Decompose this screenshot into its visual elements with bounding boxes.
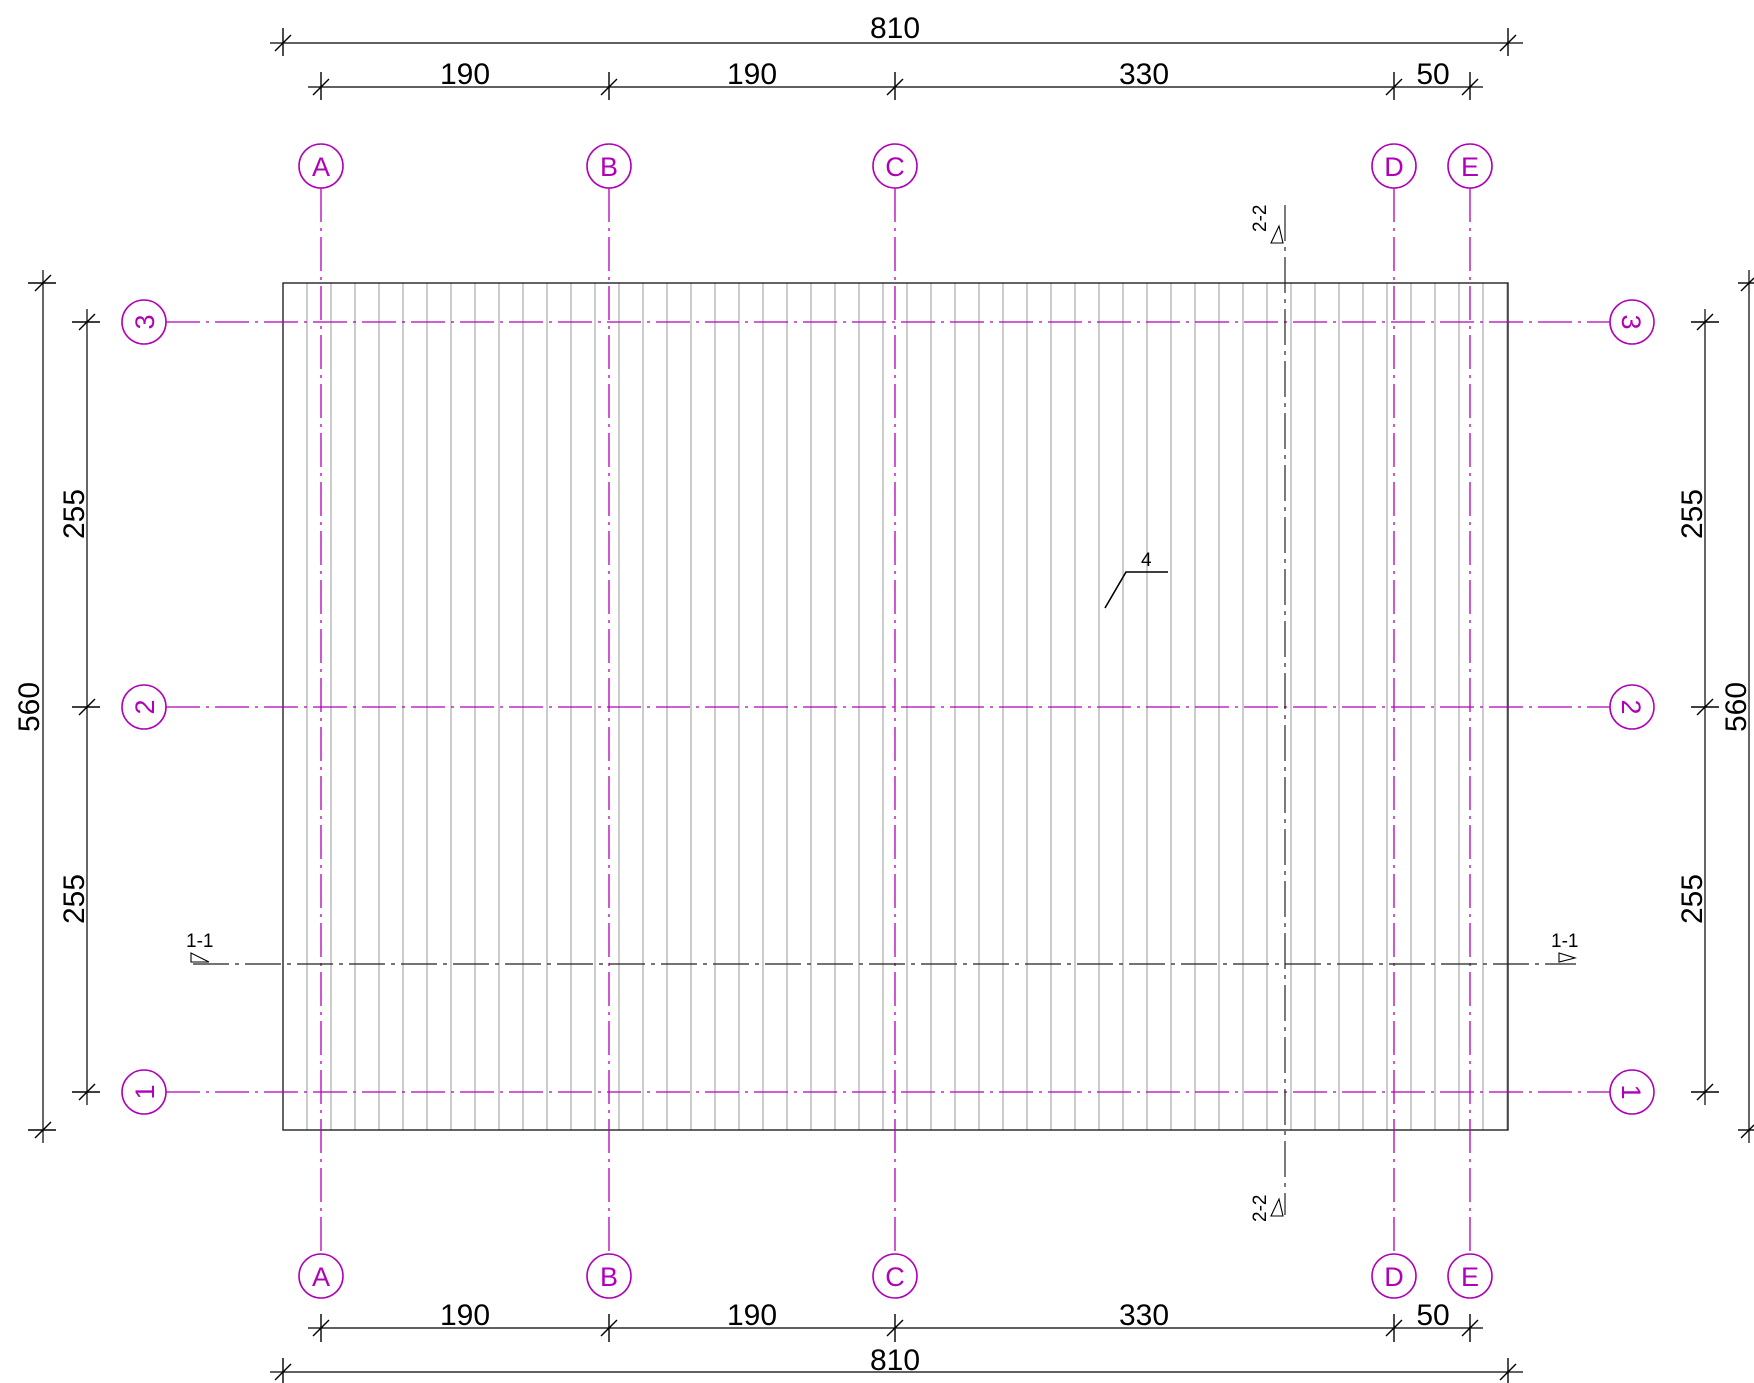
axis-bubble-2-right xyxy=(1609,684,1655,730)
left-segment-dim: 255 xyxy=(58,489,91,539)
dim-tick xyxy=(1740,1124,1754,1139)
bottom-segment-dim: 50 xyxy=(1416,1299,1449,1332)
section-marker-2-2-bottom: 2-2 xyxy=(1250,1195,1284,1222)
dim-tick xyxy=(1696,698,1714,716)
axis-label-e-bottom: E xyxy=(1461,1262,1479,1292)
dim-tick xyxy=(1461,1319,1479,1337)
axis-label-b-top: B xyxy=(600,152,618,182)
axis-label-a-bottom: A xyxy=(312,1262,330,1292)
dim-tick xyxy=(78,1083,96,1101)
dim-tick xyxy=(886,1319,904,1337)
axis-label-e-top: E xyxy=(1461,152,1479,182)
section-arrow-icon xyxy=(190,952,210,963)
column-axis-lines xyxy=(320,188,1471,1252)
section-label-2-2-top: 2-2 xyxy=(1250,205,1271,232)
section-arrow-icon xyxy=(1270,224,1284,244)
axis-bubble-2-left xyxy=(121,684,167,730)
top-overall-dim: 810 xyxy=(870,12,920,45)
dim-tick xyxy=(78,313,96,331)
top-segment-dim: 190 xyxy=(727,58,777,91)
left-dimensions: 560 255 255 xyxy=(13,270,100,1143)
column-bubbles-bottom: A B C D E xyxy=(298,1253,1493,1299)
dim-tick xyxy=(1696,1083,1714,1101)
dim-tick xyxy=(886,78,904,96)
dim-tick xyxy=(78,698,96,716)
column-bubbles-top: A B C D E xyxy=(298,143,1493,189)
row-bubbles-left: 3 2 1 xyxy=(121,299,167,1115)
section-label-1-1-right: 1-1 xyxy=(1551,931,1578,952)
dim-tick xyxy=(600,78,618,96)
callout-label: 4 xyxy=(1141,550,1152,571)
axis-bubble-d-top xyxy=(1371,143,1417,189)
dim-tick xyxy=(274,1363,292,1381)
dim-tick xyxy=(1696,313,1714,331)
dim-tick xyxy=(1499,34,1517,52)
dim-tick xyxy=(1461,78,1479,96)
bottom-overall-dim: 810 xyxy=(870,1344,920,1377)
axis-bubble-d-bottom xyxy=(1371,1253,1417,1299)
dim-tick xyxy=(1499,1363,1517,1381)
axis-label-c-bottom: C xyxy=(885,1262,905,1292)
section-arrow-icon xyxy=(1558,952,1578,963)
bottom-segment-dim: 190 xyxy=(440,1299,490,1332)
dim-tick xyxy=(34,1121,52,1139)
axis-bubble-a-top xyxy=(298,143,344,189)
row-axis-lines xyxy=(166,321,1610,1093)
row-bubbles-right: 3 2 1 xyxy=(1609,299,1655,1115)
axis-bubble-c-bottom xyxy=(872,1253,918,1299)
dim-tick xyxy=(600,1319,618,1337)
top-segment-dim: 190 xyxy=(440,58,490,91)
axis-bubble-1-left xyxy=(121,1069,167,1115)
axis-label-d-top: D xyxy=(1384,152,1404,182)
axis-bubble-a-bottom xyxy=(298,1253,344,1299)
left-segment-dim: 255 xyxy=(58,874,91,924)
axis-label-1-left: 1 xyxy=(130,1084,160,1099)
section-marker-1-1-left: 1-1 xyxy=(186,931,213,963)
axis-bubble-e-bottom xyxy=(1447,1253,1493,1299)
section-label-2-2-bottom: 2-2 xyxy=(1250,1195,1271,1222)
dim-tick xyxy=(312,78,330,96)
axis-label-3-right: 3 xyxy=(1616,314,1646,329)
callout-leader xyxy=(1104,571,1168,609)
bottom-dimensions: 190 190 330 50 810 xyxy=(270,1299,1523,1383)
axis-bubble-1-right xyxy=(1609,1069,1655,1115)
axis-bubble-b-top xyxy=(586,143,632,189)
axis-label-c-top: C xyxy=(885,152,905,182)
axis-label-1-right: 1 xyxy=(1616,1084,1646,1099)
section-arrow-icon xyxy=(1270,1197,1284,1217)
axis-bubble-e-top xyxy=(1447,143,1493,189)
axis-label-a-top: A xyxy=(312,152,330,182)
axis-bubble-3-right xyxy=(1609,299,1655,345)
axis-label-2-left: 2 xyxy=(130,699,160,714)
axis-label-2-right: 2 xyxy=(1616,699,1646,714)
axis-label-b-bottom: B xyxy=(600,1262,618,1292)
dim-tick xyxy=(1385,1319,1403,1337)
left-overall-dim: 560 xyxy=(13,682,46,732)
section-label-1-1-left: 1-1 xyxy=(186,931,213,952)
right-overall-dim: 560 xyxy=(1720,682,1753,732)
axis-bubble-b-bottom xyxy=(586,1253,632,1299)
axis-bubble-c-top xyxy=(872,143,918,189)
right-dimensions: 255 255 560 xyxy=(1676,270,1754,1143)
dim-tick xyxy=(34,274,52,292)
top-segment-dim: 50 xyxy=(1416,58,1449,91)
bottom-segment-dim: 330 xyxy=(1119,1299,1169,1332)
axis-label-3-left: 3 xyxy=(130,314,160,329)
right-segment-dim: 255 xyxy=(1676,489,1709,539)
dim-tick xyxy=(1385,78,1403,96)
dim-tick xyxy=(274,34,292,52)
section-marker-1-1-right: 1-1 xyxy=(1551,931,1578,963)
top-segment-dim: 330 xyxy=(1119,58,1169,91)
dim-tick xyxy=(312,1319,330,1337)
section-marker-2-2-top: 2-2 xyxy=(1250,205,1284,244)
bottom-segment-dim: 190 xyxy=(727,1299,777,1332)
dim-tick xyxy=(1740,277,1754,292)
axis-bubble-3-left xyxy=(121,299,167,345)
top-dimensions: 810 190 190 330 50 xyxy=(270,12,1523,100)
axis-label-d-bottom: D xyxy=(1384,1262,1404,1292)
callout-4: 4 xyxy=(1104,550,1168,609)
right-segment-dim: 255 xyxy=(1676,874,1709,924)
